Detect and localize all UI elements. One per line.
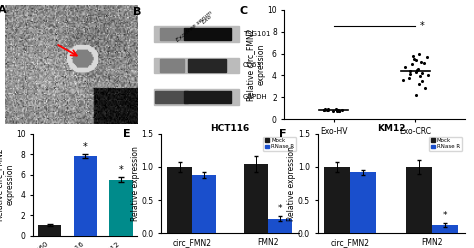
- Point: [413, 68, 420, 72]
- Text: C: C: [239, 5, 247, 16]
- Point: [415, 67, 422, 71]
- Point: [417, 60, 424, 64]
- Text: F: F: [279, 129, 287, 139]
- Point: [332, 107, 340, 111]
- Point: [418, 71, 426, 75]
- Point: [322, 107, 329, 111]
- Bar: [268, 218, 292, 233]
- Text: *: *: [83, 142, 88, 152]
- Bar: [189, 60, 227, 71]
- Point: [324, 107, 332, 111]
- Bar: [160, 28, 184, 40]
- Point: [412, 93, 419, 97]
- Point: [320, 108, 328, 112]
- Point: [424, 73, 431, 77]
- Bar: [324, 167, 350, 233]
- Point: [401, 65, 409, 69]
- Bar: [432, 224, 458, 233]
- Point: [420, 62, 428, 65]
- Text: *: *: [443, 211, 447, 220]
- Point: [406, 69, 413, 73]
- Point: [338, 108, 346, 112]
- Bar: [184, 28, 231, 40]
- Bar: [109, 180, 133, 236]
- Point: [415, 82, 422, 86]
- Title: HCT116: HCT116: [210, 124, 249, 133]
- Text: GAPDH: GAPDH: [243, 94, 268, 100]
- Text: TSG101: TSG101: [243, 31, 271, 37]
- Bar: [167, 167, 192, 233]
- Point: [324, 108, 331, 112]
- Bar: [350, 172, 376, 233]
- Point: [418, 79, 426, 83]
- Point: [416, 74, 424, 78]
- Y-axis label: Relative circ_FMN2
expression: Relative circ_FMN2 expression: [246, 28, 266, 101]
- Bar: [192, 175, 216, 233]
- Text: *: *: [278, 204, 283, 213]
- Bar: [160, 60, 184, 71]
- Point: [421, 87, 428, 91]
- Bar: [38, 225, 61, 236]
- Text: Exo-free serum: Exo-free serum: [175, 10, 213, 43]
- Text: B: B: [133, 7, 141, 17]
- Point: [405, 76, 413, 80]
- Point: [323, 108, 331, 112]
- Text: Exo: Exo: [201, 13, 214, 25]
- Text: A: A: [0, 5, 7, 15]
- Y-axis label: Relative circ_FMN2
expression: Relative circ_FMN2 expression: [0, 149, 15, 221]
- Legend: Mock, RNase R: Mock, RNase R: [263, 137, 296, 151]
- Point: [406, 72, 414, 76]
- Point: [415, 52, 423, 56]
- Y-axis label: Relative expression: Relative expression: [287, 146, 296, 221]
- Point: [333, 109, 341, 113]
- Text: *: *: [419, 21, 424, 31]
- Point: [400, 78, 407, 82]
- Point: [410, 54, 417, 58]
- Point: [408, 62, 415, 66]
- Point: [335, 108, 342, 112]
- Bar: [73, 156, 97, 236]
- Bar: [244, 164, 268, 233]
- Point: [320, 108, 328, 112]
- Bar: [154, 27, 239, 42]
- Point: [335, 109, 343, 113]
- Bar: [406, 167, 432, 233]
- Text: *: *: [118, 165, 123, 175]
- Bar: [154, 89, 239, 105]
- Text: CD63: CD63: [243, 62, 262, 68]
- Point: [424, 55, 431, 59]
- Point: [412, 58, 420, 62]
- Y-axis label: Relative expression: Relative expression: [131, 146, 140, 221]
- Bar: [154, 58, 239, 73]
- Title: KM12: KM12: [377, 124, 405, 133]
- Point: [412, 70, 419, 74]
- Point: [410, 57, 418, 61]
- Bar: [184, 91, 231, 103]
- Text: E: E: [123, 129, 130, 139]
- Bar: [155, 91, 189, 103]
- Point: [330, 109, 337, 113]
- Legend: Mock, RNase R: Mock, RNase R: [429, 137, 462, 151]
- Point: [335, 109, 342, 113]
